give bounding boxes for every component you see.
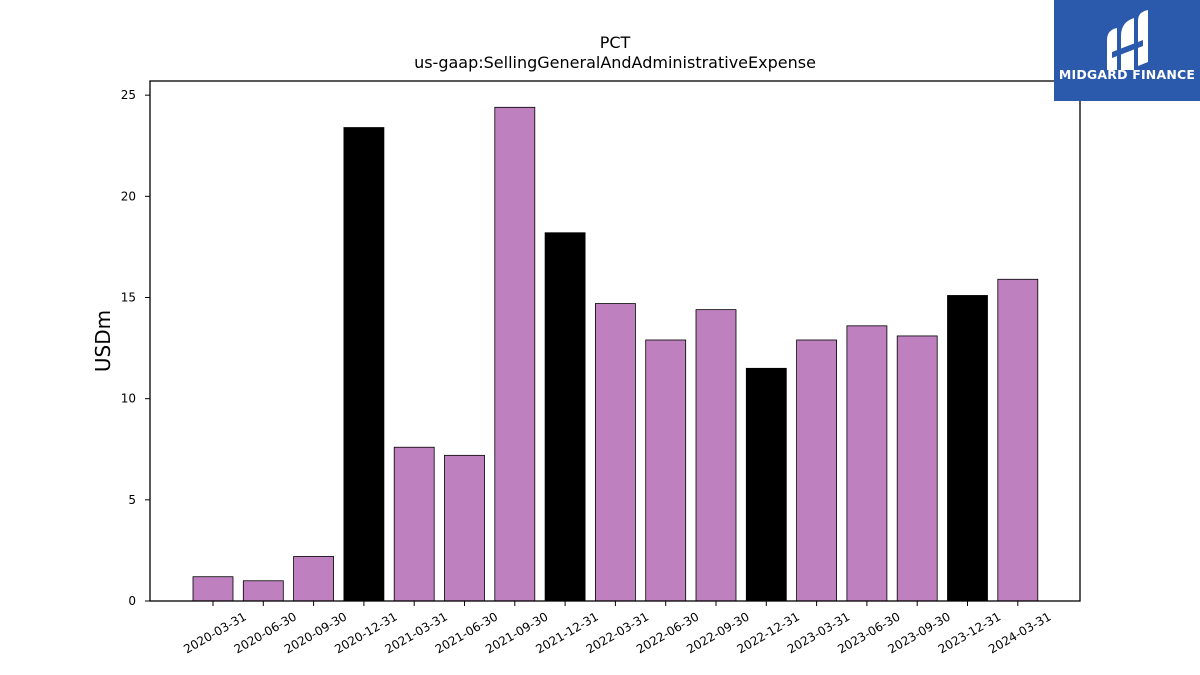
y-ticks-group: 0 5 10 15 20 25 bbox=[121, 88, 150, 608]
bar-2020-12-31 bbox=[343, 127, 385, 602]
chart-subtitle: us-gaap:SellingGeneralAndAdministrativeE… bbox=[414, 53, 816, 72]
midgard-logo-icon bbox=[1107, 10, 1148, 70]
logo-text: MIDGARD FINANCE bbox=[1058, 67, 1196, 82]
bar-2021-06-30 bbox=[444, 454, 485, 602]
y-tick-label: 10 bbox=[121, 392, 136, 406]
bar-2024-03-31 bbox=[997, 278, 1039, 602]
bar-2023-12-31 bbox=[947, 295, 988, 602]
bar-2020-06-30 bbox=[242, 580, 284, 602]
y-tick-label: 25 bbox=[121, 88, 136, 102]
bar-2020-03-31 bbox=[192, 576, 234, 602]
y-tick-label: 5 bbox=[128, 493, 136, 507]
bar-2023-06-30 bbox=[846, 325, 888, 602]
bar-2020-09-30 bbox=[293, 556, 335, 602]
y-tick-label: 20 bbox=[121, 189, 136, 203]
bars-group bbox=[192, 106, 1039, 602]
y-axis-label: USDm bbox=[91, 310, 115, 372]
bar-2021-09-30 bbox=[494, 106, 536, 602]
bar-2022-09-30 bbox=[695, 309, 737, 602]
bar-2022-06-30 bbox=[645, 339, 687, 602]
x-ticks-group: 2020-03-312020-06-302020-09-302020-12-31… bbox=[181, 601, 1054, 656]
y-tick-label: 15 bbox=[121, 290, 136, 304]
bar-2022-12-31 bbox=[745, 367, 787, 602]
bar-2023-09-30 bbox=[896, 335, 938, 602]
bar-2021-12-31 bbox=[544, 232, 586, 602]
bar-2022-03-31 bbox=[595, 303, 636, 602]
bar-2023-03-31 bbox=[796, 339, 837, 602]
midgard-finance-logo: MIDGARD FINANCE bbox=[1054, 0, 1200, 101]
bar-2021-03-31 bbox=[393, 446, 435, 602]
plot-frame bbox=[149, 80, 1081, 602]
chart-title: PCT bbox=[600, 33, 631, 52]
y-tick-label: 0 bbox=[128, 594, 136, 608]
